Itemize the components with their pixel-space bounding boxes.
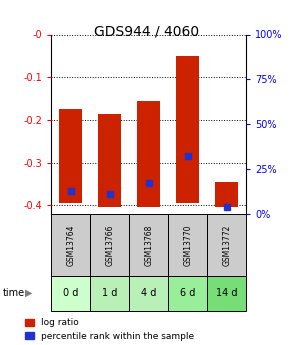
Bar — [90, 276, 129, 310]
Bar — [59, 109, 82, 203]
Bar — [129, 276, 168, 310]
Bar — [215, 182, 238, 207]
Text: 4 d: 4 d — [141, 288, 156, 298]
Text: 1 d: 1 d — [102, 288, 117, 298]
Bar — [168, 214, 207, 276]
Text: time: time — [3, 288, 25, 298]
Text: 6 d: 6 d — [180, 288, 195, 298]
Text: GSM13766: GSM13766 — [105, 224, 114, 266]
Bar — [137, 101, 160, 207]
Text: GSM13764: GSM13764 — [66, 224, 75, 266]
Bar — [207, 276, 246, 310]
Text: ▶: ▶ — [25, 288, 33, 298]
Text: GDS944 / 4060: GDS944 / 4060 — [94, 24, 199, 38]
Bar — [98, 114, 121, 207]
Text: GSM13770: GSM13770 — [183, 224, 192, 266]
Bar — [51, 276, 90, 310]
Text: GSM13768: GSM13768 — [144, 224, 153, 266]
Text: 0 d: 0 d — [63, 288, 79, 298]
Text: 14 d: 14 d — [216, 288, 237, 298]
Bar — [207, 214, 246, 276]
Text: GSM13772: GSM13772 — [222, 224, 231, 266]
Bar — [129, 214, 168, 276]
Legend: log ratio, percentile rank within the sample: log ratio, percentile rank within the sa… — [25, 318, 194, 341]
Bar — [90, 214, 129, 276]
Bar — [51, 214, 90, 276]
Bar — [176, 56, 199, 203]
Bar — [168, 276, 207, 310]
